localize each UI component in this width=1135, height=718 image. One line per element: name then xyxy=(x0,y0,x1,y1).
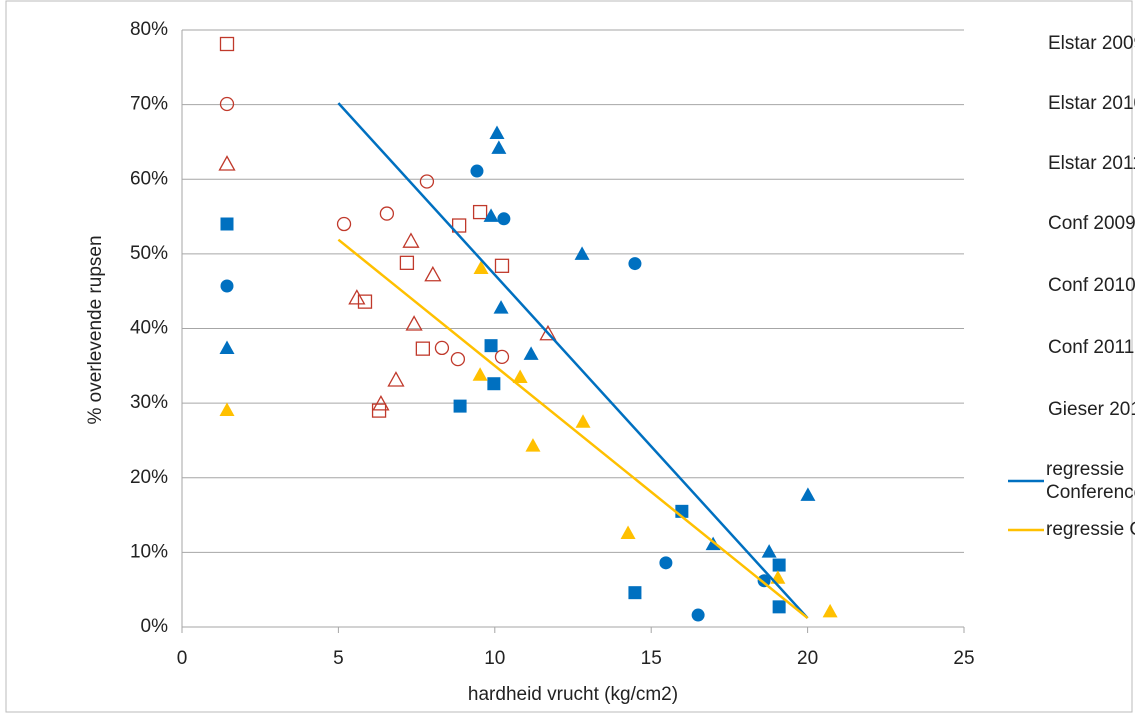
legend-label: Elstar 2009 xyxy=(1048,33,1135,54)
marker-triangle xyxy=(539,324,557,341)
marker-circle xyxy=(628,257,642,271)
marker-circle xyxy=(470,164,484,178)
marker-square xyxy=(415,341,431,356)
legend-label: Conf 2011 xyxy=(1048,337,1134,358)
marker-triangle xyxy=(405,315,423,331)
legend-label: regressie Gieser xyxy=(1046,519,1135,540)
y-tick-label: 60% xyxy=(130,168,168,189)
marker-circle xyxy=(450,351,466,367)
marker-square xyxy=(487,377,501,391)
x-tick-label: 25 xyxy=(953,648,974,669)
x-tick-label: 10 xyxy=(484,648,505,669)
y-tick-label: 80% xyxy=(130,19,168,40)
marker-square xyxy=(371,403,387,418)
marker-square xyxy=(453,399,467,413)
y-tick-label: 40% xyxy=(130,318,168,339)
y-tick-label: 20% xyxy=(130,467,168,488)
marker-triangle xyxy=(348,289,366,305)
marker-triangle xyxy=(491,140,507,154)
marker-triangle xyxy=(761,544,777,558)
y-tick-label: 0% xyxy=(141,616,169,637)
marker-square xyxy=(494,258,510,273)
legend-label: Conf 2010 xyxy=(1048,275,1135,296)
marker-triangle xyxy=(372,395,390,411)
marker-square xyxy=(219,36,235,52)
marker-circle xyxy=(757,574,771,588)
y-tick-label: 10% xyxy=(130,541,168,562)
marker-square xyxy=(772,558,786,572)
legend-label: Gieser 2011 xyxy=(1048,399,1135,420)
marker-triangle xyxy=(575,414,591,428)
marker-circle xyxy=(494,349,510,365)
marker-square xyxy=(399,255,415,270)
marker-triangle xyxy=(574,246,590,260)
marker-square xyxy=(472,204,488,220)
marker-triangle xyxy=(483,208,499,222)
marker-circle xyxy=(419,174,435,189)
x-tick-label: 5 xyxy=(333,648,344,669)
marker-square xyxy=(220,217,234,231)
y-tick-label: 50% xyxy=(130,243,168,264)
y-axis-title: % overlevende rupsen xyxy=(85,235,106,424)
marker-square xyxy=(484,339,498,353)
x-tick-label: 15 xyxy=(641,648,662,669)
marker-circle xyxy=(219,96,235,112)
marker-triangle xyxy=(402,232,420,248)
y-tick-label: 30% xyxy=(130,392,168,413)
legend-label-line: Conference xyxy=(1046,482,1135,503)
y-tick-label: 70% xyxy=(130,94,168,115)
legend-label-line: regressie xyxy=(1046,459,1124,480)
marker-circle xyxy=(659,556,673,570)
legend-label: Conf 2009 xyxy=(1048,213,1135,234)
marker-triangle xyxy=(620,525,636,539)
marker-triangle xyxy=(822,603,838,618)
marker-triangle xyxy=(424,265,442,282)
marker-triangle xyxy=(489,125,505,139)
x-axis-title: hardheid vrucht (kg/cm2) xyxy=(468,684,678,705)
marker-square xyxy=(628,586,642,600)
marker-triangle xyxy=(525,438,541,452)
marker-triangle xyxy=(493,300,509,314)
marker-triangle xyxy=(219,340,235,354)
legend-label: regressie Conference xyxy=(1046,459,1135,503)
regression-line xyxy=(337,102,809,619)
x-tick-label: 20 xyxy=(797,648,818,669)
regression-line xyxy=(337,238,809,620)
marker-triangle xyxy=(473,260,489,275)
marker-triangle xyxy=(472,367,488,381)
marker-triangle xyxy=(512,369,528,384)
marker-triangle xyxy=(387,371,405,387)
marker-square xyxy=(772,600,786,614)
marker-circle xyxy=(220,279,234,293)
marker-circle xyxy=(497,212,511,226)
marker-square xyxy=(451,218,467,233)
x-tick-label: 0 xyxy=(177,648,188,669)
marker-circle xyxy=(434,340,450,356)
legend-label: Elstar 2011 xyxy=(1048,153,1135,174)
marker-circle xyxy=(379,206,395,221)
legend-label: Elstar 2010 xyxy=(1048,93,1135,114)
marker-circle xyxy=(691,608,705,622)
marker-square xyxy=(357,294,373,309)
marker-circle xyxy=(336,216,352,232)
marker-triangle xyxy=(800,487,816,501)
marker-triangle xyxy=(523,346,539,360)
marker-triangle xyxy=(218,155,236,171)
marker-triangle xyxy=(219,402,235,416)
